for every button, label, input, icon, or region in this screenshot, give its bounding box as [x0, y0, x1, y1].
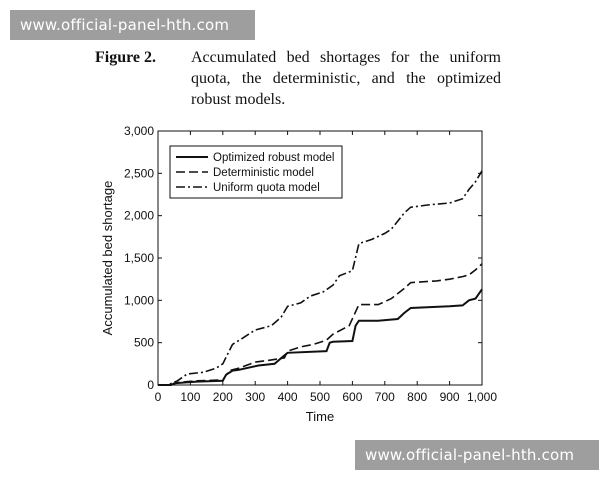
watermark-top: www.official-panel-hth.com	[10, 10, 255, 40]
x-tick-label: 900	[440, 390, 460, 404]
x-tick-label: 700	[375, 390, 395, 404]
x-tick-label: 600	[342, 390, 362, 404]
y-tick-label: 2,000	[124, 209, 154, 223]
legend-entry: Deterministic model	[213, 167, 314, 179]
x-tick-label: 300	[245, 390, 265, 404]
x-tick-label: 1,000	[467, 390, 497, 404]
plot-layer: 0 100 200 300 400 500 600 700 800 900 1,000 0 500 1,0…	[100, 124, 497, 424]
x-tick-label: 400	[278, 390, 298, 404]
x-axis-label: Time	[306, 409, 334, 424]
legend-box	[169, 145, 343, 199]
y-tick-label: 2,500	[124, 166, 154, 180]
x-tick-label: 0	[155, 390, 162, 404]
series-line-dashed	[158, 263, 483, 386]
figure-label: Figure 2.	[95, 49, 157, 66]
y-tick-label: 1,500	[124, 251, 154, 265]
x-tick-label: 500	[310, 390, 330, 404]
y-tick-label: 500	[134, 336, 154, 350]
y-tick-label: 3,000	[124, 124, 154, 138]
watermark-bottom: www.official-panel-hth.com	[355, 440, 599, 470]
series-line-dashdot	[158, 170, 483, 386]
y-tick-label: 1,000	[124, 293, 154, 307]
x-tick-label: 100	[180, 390, 200, 404]
legend-entry: Uniform quota model	[213, 182, 320, 194]
legend-entry: Optimized robust model	[213, 152, 334, 164]
x-tick-label: 200	[213, 390, 233, 404]
y-axis-label: Accumulated bed shortage	[100, 181, 115, 336]
y-tick-label: 0	[147, 378, 154, 392]
figure-caption-text: Accumulated bed shortages for the unifor…	[191, 49, 501, 108]
x-tick-label: 800	[407, 390, 427, 404]
